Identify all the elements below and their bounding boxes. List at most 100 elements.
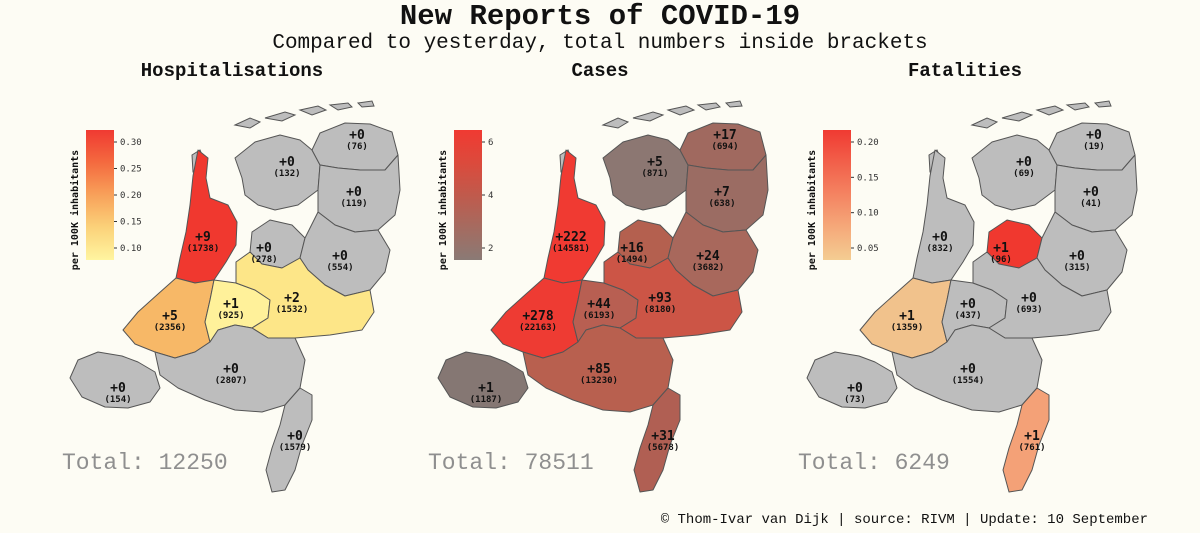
label-change-drenthe-fatalities: +0 <box>1083 185 1099 200</box>
colorbar-tick-label-hospitalisations: 0.10 <box>120 244 142 254</box>
colorbar-tick-label-cases: 2 <box>488 244 493 254</box>
label-total-drenthe-hospitalisations: (119) <box>340 199 367 209</box>
page-subtitle: Compared to yesterday, total numbers ins… <box>272 32 928 55</box>
label-total-utrecht-fatalities: (437) <box>954 311 981 321</box>
island-6-fatalities <box>1093 100 1112 108</box>
island-5-hospitalisations <box>328 102 354 111</box>
label-total-friesland-hospitalisations: (132) <box>273 169 300 179</box>
label-change-groningen-hospitalisations: +0 <box>349 128 365 143</box>
label-total-drenthe-cases: (638) <box>708 199 735 209</box>
island-3-fatalities <box>1001 111 1034 122</box>
label-change-noord-brabant-hospitalisations: +0 <box>223 362 239 377</box>
label-change-flevoland-cases: +16 <box>620 241 644 256</box>
colorbar-tick-label-fatalities: 0.15 <box>857 173 879 183</box>
province-limburg-fatalities <box>1002 387 1050 493</box>
colorbar-tick-label-hospitalisations: 0.25 <box>120 165 142 175</box>
island-5-cases <box>696 102 722 111</box>
label-total-noord-brabant-cases: (13230) <box>580 376 618 386</box>
island-3-hospitalisations <box>264 111 297 122</box>
label-change-limburg-fatalities: +1 <box>1024 429 1040 444</box>
label-total-flevoland-hospitalisations: (278) <box>250 255 277 265</box>
label-change-limburg-cases: +31 <box>651 429 675 444</box>
label-change-zeeland-cases: +1 <box>478 381 494 396</box>
province-gelderland-cases <box>603 251 743 339</box>
label-change-utrecht-fatalities: +0 <box>960 297 976 312</box>
label-change-flevoland-hospitalisations: +0 <box>256 241 272 256</box>
label-total-noord-holland-fatalities: (832) <box>926 244 953 254</box>
label-total-friesland-fatalities: (69) <box>1013 169 1035 179</box>
label-total-zeeland-fatalities: (73) <box>844 395 866 405</box>
label-total-zuid-holland-hospitalisations: (2356) <box>154 323 187 333</box>
label-change-noord-brabant-cases: +85 <box>587 362 610 377</box>
label-change-limburg-hospitalisations: +0 <box>287 429 303 444</box>
label-total-limburg-cases: (5678) <box>647 443 680 453</box>
province-noord-holland-cases <box>543 149 606 284</box>
label-change-friesland-hospitalisations: +0 <box>279 155 295 170</box>
colorbar-tick-label-fatalities: 0.05 <box>857 244 879 254</box>
label-change-overijssel-cases: +24 <box>696 249 720 264</box>
label-total-groningen-fatalities: (19) <box>1083 142 1105 152</box>
label-change-utrecht-hospitalisations: +1 <box>223 297 239 312</box>
label-change-zeeland-hospitalisations: +0 <box>110 381 126 396</box>
label-total-flevoland-cases: (1494) <box>616 255 649 265</box>
province-noord-brabant-hospitalisations <box>154 324 306 413</box>
island-6-cases <box>724 100 743 108</box>
island-2-hospitalisations <box>233 117 262 129</box>
label-total-gelderland-hospitalisations: (1532) <box>276 305 309 315</box>
label-change-gelderland-hospitalisations: +2 <box>284 291 300 306</box>
label-change-flevoland-fatalities: +1 <box>993 241 1009 256</box>
colorbar-tick-label-hospitalisations: 0.30 <box>120 138 142 148</box>
panel-title-cases: Cases <box>571 60 629 82</box>
island-6-hospitalisations <box>356 100 375 108</box>
label-total-limburg-fatalities: (761) <box>1018 443 1045 453</box>
colorbar-tick-label-cases: 6 <box>488 138 493 148</box>
label-change-drenthe-hospitalisations: +0 <box>346 185 362 200</box>
total-cases: Total: 78511 <box>428 450 594 476</box>
credit-footer: © Thom-Ivar van Dijk | source: RIVM | Up… <box>660 512 1148 528</box>
colorbar-tick-label-hospitalisations: 0.20 <box>120 191 142 201</box>
label-total-friesland-cases: (871) <box>641 169 668 179</box>
province-noord-holland-fatalities <box>912 149 975 284</box>
colorbar-title-fatalities: per 100K inhabitants <box>806 150 818 270</box>
label-change-overijssel-fatalities: +0 <box>1069 249 1085 264</box>
label-change-noord-holland-fatalities: +0 <box>932 230 948 245</box>
label-total-overijssel-cases: (3682) <box>692 263 725 273</box>
map-cases: +5(871)+17(694)+7(638)+222(14581) +16(149… <box>437 100 769 493</box>
label-total-overijssel-fatalities: (315) <box>1063 263 1090 273</box>
label-change-friesland-fatalities: +0 <box>1016 155 1032 170</box>
label-change-noord-brabant-fatalities: +0 <box>960 362 976 377</box>
island-5-fatalities <box>1065 102 1091 111</box>
island-2-fatalities <box>970 117 999 129</box>
label-total-noord-brabant-fatalities: (1554) <box>952 376 985 386</box>
label-change-zeeland-fatalities: +0 <box>847 381 863 396</box>
label-change-drenthe-cases: +7 <box>714 185 730 200</box>
label-total-utrecht-hospitalisations: (925) <box>217 311 244 321</box>
province-zeeland-hospitalisations <box>69 351 161 409</box>
label-change-noord-holland-cases: +222 <box>555 230 586 245</box>
island-4-hospitalisations <box>298 105 328 116</box>
colorbar-cases <box>454 130 482 260</box>
colorbar-tick-label-hospitalisations: 0.15 <box>120 218 142 228</box>
island-4-fatalities <box>1035 105 1065 116</box>
province-gelderland-fatalities <box>972 251 1112 339</box>
label-total-zuid-holland-cases: (22163) <box>519 323 557 333</box>
label-change-noord-holland-hospitalisations: +9 <box>195 230 211 245</box>
label-total-overijssel-hospitalisations: (554) <box>326 263 353 273</box>
label-change-friesland-cases: +5 <box>647 155 663 170</box>
island-3-cases <box>632 111 665 122</box>
label-total-groningen-hospitalisations: (76) <box>346 142 368 152</box>
label-change-gelderland-cases: +93 <box>648 291 671 306</box>
label-total-noord-holland-cases: (14581) <box>552 244 590 254</box>
province-zeeland-fatalities <box>806 351 898 409</box>
label-total-gelderland-fatalities: (693) <box>1015 305 1042 315</box>
label-total-noord-brabant-hospitalisations: (2807) <box>215 376 248 386</box>
province-noord-brabant-fatalities <box>891 324 1043 413</box>
map-fatalities: +0(69)+0(19)+0(41)+0(832) +1(96) +0(315)+1… <box>806 100 1138 493</box>
province-zeeland-cases <box>437 351 529 409</box>
label-total-flevoland-fatalities: (96) <box>990 255 1012 265</box>
province-limburg-hospitalisations <box>265 387 313 493</box>
page-title: New Reports of COVID-19 <box>399 0 801 33</box>
colorbar-tick-label-fatalities: 0.10 <box>857 209 879 219</box>
label-change-gelderland-fatalities: +0 <box>1021 291 1037 306</box>
